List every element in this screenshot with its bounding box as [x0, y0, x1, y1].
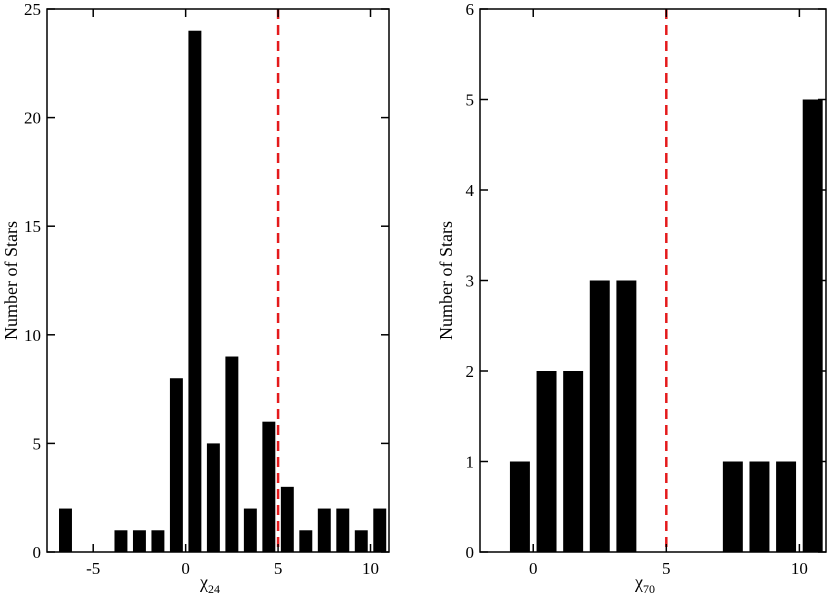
- x-tick-label: 10: [791, 559, 808, 578]
- bar: [373, 508, 387, 552]
- bar: [114, 530, 128, 552]
- y-axis-title: Number of Stars: [1, 221, 21, 340]
- bar: [225, 356, 239, 552]
- x-tick-label: -5: [86, 559, 100, 578]
- x-tick-label: 0: [181, 559, 190, 578]
- y-tick-label: 10: [24, 326, 41, 345]
- bar: [317, 508, 331, 552]
- bar: [280, 486, 294, 552]
- y-tick-label: 6: [466, 0, 475, 19]
- y-tick-label: 4: [466, 181, 475, 200]
- bar: [536, 371, 557, 552]
- bar: [262, 421, 276, 552]
- plot-frame: [46, 8, 390, 553]
- x-axis-title: χ70: [634, 572, 655, 596]
- y-tick-label: 5: [466, 91, 475, 110]
- y-tick-label: 3: [466, 272, 475, 291]
- y-tick-label: 25: [24, 0, 41, 19]
- bar: [616, 280, 637, 552]
- bar: [749, 461, 770, 552]
- bar: [132, 530, 146, 552]
- y-tick-label: 2: [466, 362, 475, 381]
- bar: [243, 508, 257, 552]
- x-axis-title: χ24: [199, 572, 220, 596]
- bar: [563, 371, 584, 552]
- y-tick-label: 1: [466, 453, 475, 472]
- bar: [722, 461, 743, 552]
- bar: [509, 461, 530, 552]
- y-tick-label: 0: [466, 543, 475, 562]
- y-axis-title: Number of Stars: [436, 221, 456, 340]
- y-tick-label: 5: [33, 434, 42, 453]
- x-tick-label: 0: [529, 559, 538, 578]
- x-tick-label: 10: [362, 559, 379, 578]
- bar: [151, 530, 165, 552]
- x-tick-label: 5: [662, 559, 671, 578]
- bar: [169, 378, 183, 552]
- bar: [776, 461, 797, 552]
- chart-panel-1: 0 5 10 15 20 25 -5 0 5 10 χ24 Number of Stars: [1, 0, 390, 596]
- chart-panel-2: 0 1 2 3 4 5 6 0 5 10 χ70 Number of Stars: [436, 0, 827, 596]
- plot-frame: [479, 8, 827, 553]
- x-tick-label: 5: [274, 559, 283, 578]
- y-tick-label: 0: [33, 543, 42, 562]
- bar: [59, 508, 72, 552]
- bar: [188, 30, 202, 553]
- y-tick-label: 20: [24, 109, 41, 128]
- bar: [336, 508, 350, 552]
- bar: [206, 443, 220, 552]
- bar: [802, 99, 823, 552]
- bar: [589, 280, 610, 552]
- y-tick-label: 15: [24, 217, 41, 236]
- bar: [354, 530, 368, 552]
- bar: [299, 530, 313, 552]
